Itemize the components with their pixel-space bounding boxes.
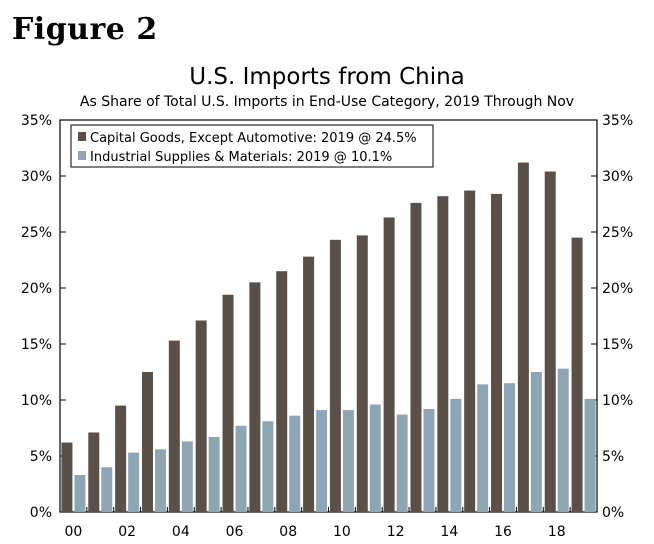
chart-subtitle: As Share of Total U.S. Imports in End-Us…: [79, 94, 575, 110]
bar-capital-goods: [141, 372, 153, 512]
x-tick-label: 10: [333, 524, 351, 540]
legend-box: [70, 124, 434, 168]
y-tick-label-right: 25%: [602, 225, 633, 241]
bar-capital-goods: [383, 217, 395, 512]
bar-industrial-supplies: [423, 408, 435, 512]
x-tick-label: 06: [226, 524, 244, 540]
legend: Capital Goods, Except Automotive: 2019 @…: [70, 124, 434, 168]
bar-industrial-supplies: [316, 410, 328, 512]
bar-industrial-supplies: [584, 398, 596, 512]
bar-capital-goods: [571, 237, 583, 512]
bar-capital-goods: [491, 193, 503, 513]
bar-industrial-supplies: [128, 452, 140, 512]
y-tick-label-left: 15%: [21, 337, 52, 353]
y-tick-label-right: 30%: [602, 169, 633, 185]
y-tick-label-right: 5%: [602, 449, 624, 465]
bar-industrial-supplies: [396, 414, 408, 512]
bar-industrial-supplies: [342, 410, 354, 512]
bar-industrial-supplies: [530, 372, 542, 512]
bar-capital-goods: [249, 282, 261, 512]
legend-label-industrial-supplies: Industrial Supplies & Materials: 2019 @ …: [90, 150, 392, 165]
bar-industrial-supplies: [74, 475, 86, 512]
bar-industrial-supplies: [450, 398, 462, 512]
y-axis-right: 0% 5% 10% 15% 20% 25% 30% 35%: [591, 113, 633, 521]
y-tick-label-left: 35%: [21, 113, 52, 129]
bars: [61, 162, 596, 513]
x-tick-label: 04: [172, 524, 190, 540]
x-axis: 00 02 04 06 08 10 12 14 16 18: [65, 507, 571, 540]
plot-area: [59, 119, 598, 513]
bar-industrial-supplies: [101, 467, 113, 512]
bar-industrial-supplies: [262, 421, 274, 512]
bar-industrial-supplies: [504, 383, 516, 512]
bar-capital-goods: [276, 271, 288, 512]
y-axis-left: 0% 5% 10% 15% 20% 25% 30% 35%: [21, 113, 66, 521]
x-tick-label: 12: [387, 524, 405, 540]
chart-title: U.S. Imports from China: [189, 64, 465, 90]
x-tick-label: 14: [440, 524, 458, 540]
bar-capital-goods: [356, 235, 368, 513]
bar-capital-goods: [410, 202, 422, 512]
bar-industrial-supplies: [369, 404, 381, 512]
bar-capital-goods: [437, 196, 449, 512]
bar-capital-goods: [544, 171, 556, 512]
bar-industrial-supplies: [181, 441, 193, 512]
y-tick-label-left: 30%: [21, 169, 52, 185]
bar-capital-goods: [464, 190, 476, 512]
bar-capital-goods: [88, 432, 100, 512]
x-tick-label: 16: [494, 524, 512, 540]
x-tick-label: 00: [65, 524, 83, 540]
y-tick-label-left: 10%: [21, 393, 52, 409]
y-tick-label-right: 15%: [602, 337, 633, 353]
x-tick-label: 02: [118, 524, 136, 540]
legend-swatch-industrial-supplies: [78, 151, 86, 160]
y-tick-label-right: 0%: [602, 505, 624, 521]
bar-capital-goods: [195, 320, 207, 512]
bar-industrial-supplies: [477, 384, 489, 512]
y-tick-label-left: 20%: [21, 281, 52, 297]
y-tick-label-right: 10%: [602, 393, 633, 409]
bar-industrial-supplies: [208, 436, 220, 512]
x-tick-label: 08: [279, 524, 297, 540]
bar-capital-goods: [329, 239, 341, 512]
y-tick-label-right: 35%: [602, 113, 633, 129]
bar-capital-goods: [115, 405, 127, 512]
x-tick-label: 18: [548, 524, 566, 540]
bar-industrial-supplies: [154, 449, 166, 512]
bar-industrial-supplies: [289, 415, 301, 512]
figure-label: Figure 2: [12, 12, 158, 47]
bar-capital-goods: [517, 162, 529, 512]
bar-capital-goods: [168, 340, 180, 512]
bar-capital-goods: [61, 442, 73, 512]
bar-capital-goods: [222, 294, 234, 512]
bar-industrial-supplies: [235, 425, 247, 512]
y-tick-label-right: 20%: [602, 281, 633, 297]
y-tick-label-left: 25%: [21, 225, 52, 241]
y-tick-label-left: 0%: [30, 505, 52, 521]
legend-swatch-capital-goods: [78, 132, 86, 141]
y-tick-label-left: 5%: [30, 449, 52, 465]
legend-label-capital-goods: Capital Goods, Except Automotive: 2019 @…: [90, 131, 417, 146]
bar-industrial-supplies: [557, 368, 569, 512]
bar-capital-goods: [303, 256, 315, 512]
